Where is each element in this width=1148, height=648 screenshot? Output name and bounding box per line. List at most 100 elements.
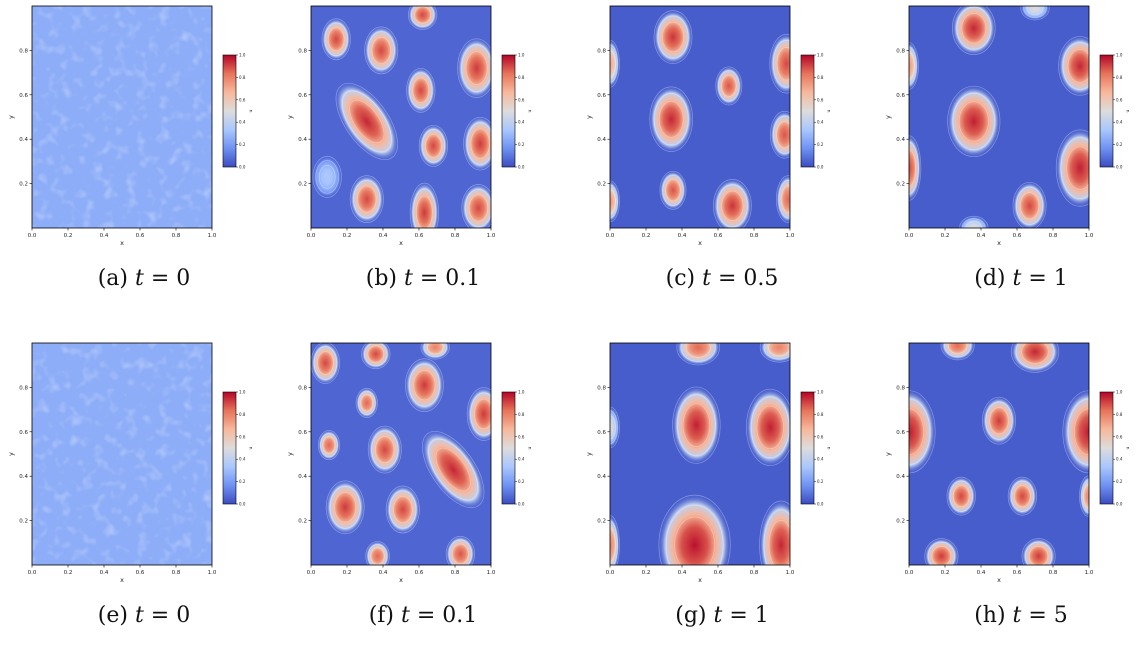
panel-7-axes-frame	[609, 342, 791, 566]
panel-3-blob-3	[610, 39, 620, 88]
panel-1-cbar-tick-label-1: 0.2	[239, 142, 246, 147]
panel-2-blob-11	[409, 182, 440, 228]
panel-1-xtick-label-5: 1.0	[208, 233, 217, 239]
panel-4-xtick-label-3: 0.6	[1013, 233, 1022, 239]
panel-7: 0.0 0.2 0.4 0.6 0.8 1.0 0.2 0.4 0.6 0.8 x y 0.0 0.2 0.…	[582, 337, 862, 628]
panel-7-caption-equals: =	[722, 603, 755, 628]
panel-4-caption-variable: t	[1012, 266, 1022, 291]
panel-2-blob-9	[312, 155, 342, 198]
panel-4-blob-2	[1020, 6, 1050, 21]
panel-2-xtick-label-0: 0.0	[307, 233, 316, 239]
panel-3-colorbar-label: u	[827, 109, 832, 112]
panel-3-xtick-label-3: 0.6	[714, 233, 723, 239]
panel-2-cbar-tick-label-1: 0.2	[518, 142, 525, 147]
panel-3-chart-svg: 0.0 0.2 0.4 0.6 0.8 1.0 0.2 0.4 0.6 0.8 x y 0.0 0.2 0.…	[585, 5, 832, 247]
panel-4-blob-8	[1012, 181, 1047, 228]
panel-3-blob-10	[775, 175, 790, 224]
panel-8-caption-equals: =	[1021, 603, 1054, 628]
panel-6: 0.0 0.2 0.4 0.6 0.8 1.0 0.2 0.4 0.6 0.8 x y 0.0 0.2 0.…	[283, 337, 563, 628]
panel-6-xtick-label-1: 0.2	[343, 570, 352, 576]
panel-8-chart-svg: 0.0 0.2 0.4 0.6 0.8 1.0 0.2 0.4 0.6 0.8 x y 0.0 0.2 0.…	[884, 342, 1131, 584]
panel-1-xtick-label-0: 0.0	[28, 233, 37, 239]
panel-7-caption-letter: (g)	[675, 603, 714, 628]
panel-1-axes-frame	[31, 5, 213, 229]
panel-5-caption-time-value: 0	[176, 603, 191, 628]
panel-7-xtick-label-4: 0.8	[750, 570, 759, 576]
panel-3-blob-4	[715, 66, 743, 106]
panel-2-colorbar	[501, 54, 516, 168]
panel-2-ytick-label-3: 0.8	[298, 48, 307, 54]
panel-3-axes-frame	[609, 5, 791, 229]
panel-1-cbar-tick-label-4: 0.8	[239, 75, 246, 80]
panel-5-axes-frame	[31, 342, 213, 566]
panel-3-blob-5	[649, 86, 694, 153]
panel-5-cbar-tick-label-5: 1.0	[239, 390, 246, 395]
panel-6-axes-frame	[310, 342, 492, 566]
panel-8-field-background	[909, 343, 1089, 565]
panel-7-blob-4	[745, 388, 790, 467]
panel-4-plot-area	[909, 6, 1089, 228]
panel-8-cbar-tick-label-5: 1.0	[1116, 390, 1123, 395]
panel-7-caption-variable: t	[713, 603, 723, 628]
panel-2-blob-5	[406, 67, 436, 113]
panel-8-blob-3	[909, 389, 936, 474]
panel-8-blob-9	[924, 538, 959, 565]
panel-6-xtick-label-3: 0.6	[415, 570, 424, 576]
panel-2-caption-equals: =	[412, 266, 446, 291]
panel-8-blob-7	[1007, 476, 1038, 516]
panel-5-caption-variable: t	[134, 603, 144, 628]
panel-1-caption-variable: t	[135, 266, 144, 291]
panel-3-blob-7	[659, 170, 687, 210]
panel-4-colorbar-label: u	[1126, 109, 1131, 112]
panel-2-xtick-label-2: 0.4	[379, 233, 388, 239]
panel-8-ytick-label-3: 0.8	[896, 385, 905, 391]
panel-5-colorbar	[222, 391, 237, 505]
panel-6-xtick-label-0: 0.0	[307, 570, 316, 576]
panel-3: 0.0 0.2 0.4 0.6 0.8 1.0 0.2 0.4 0.6 0.8 x y 0.0 0.2 0.…	[582, 0, 862, 291]
panel-4-caption-time-value: 1	[1053, 266, 1068, 291]
panel-7-cbar-tick-label-2: 0.4	[817, 457, 824, 462]
panel-7-cbar-tick-label-1: 0.2	[817, 479, 824, 484]
panel-4-xtick-label-1: 0.2	[941, 233, 950, 239]
panel-1-ytick-label-0: 0.2	[19, 182, 28, 188]
panel-2-chart-svg: 0.0 0.2 0.4 0.6 0.8 1.0 0.2 0.4 0.6 0.8 x y 0.0 0.2 0.…	[286, 5, 533, 247]
panel-2-plot-area	[311, 6, 491, 228]
panel-7-cbar-tick-label-5: 1.0	[817, 390, 824, 395]
panel-3-xtick-label-1: 0.2	[642, 233, 651, 239]
panel-4-ytick-label-3: 0.8	[896, 48, 905, 54]
panel-3-blob-8	[712, 178, 752, 228]
panel-4-cbar-tick-label-3: 0.6	[1116, 97, 1123, 102]
panel-3-caption-letter: (c)	[665, 266, 703, 291]
panel-2-xtick-label-5: 1.0	[487, 233, 496, 239]
panel-3-colorbar	[800, 54, 815, 168]
panel-6-x-axis-label: x	[399, 576, 403, 584]
panel-2-y-axis-label: y	[286, 115, 294, 119]
panel-7-blob-6	[658, 494, 732, 565]
panel-5-colorbar-label: u	[249, 446, 254, 449]
panel-4-axes-frame	[908, 5, 1090, 229]
panel-6-xtick-label-2: 0.4	[379, 570, 388, 576]
panel-5-caption: (e) t = 0	[4, 603, 284, 628]
panel-2-axes-frame	[310, 5, 492, 229]
panel-8-blob-5	[981, 396, 1017, 445]
panel-4-ytick-label-2: 0.6	[896, 93, 905, 99]
panel-8: 0.0 0.2 0.4 0.6 0.8 1.0 0.2 0.4 0.6 0.8 x y 0.0 0.2 0.…	[881, 337, 1148, 628]
panel-3-blob-9	[610, 180, 620, 223]
panel-1-ytick-label-1: 0.4	[19, 137, 28, 143]
panel-3-ytick-label-1: 0.4	[597, 137, 606, 143]
panel-5-xtick-label-1: 0.2	[64, 570, 73, 576]
panel-6-blob-6	[466, 387, 491, 442]
panel-7-ytick-label-2: 0.6	[597, 430, 606, 436]
panel-3-cbar-tick-label-4: 0.8	[817, 75, 824, 80]
panel-5-cbar-tick-label-1: 0.2	[239, 479, 246, 484]
panel-4-colorbar	[1099, 54, 1114, 168]
panel-5: 0.0 0.2 0.4 0.6 0.8 1.0 0.2 0.4 0.6 0.8 x y 0.0 0.2 0.…	[4, 337, 284, 628]
panel-6-cbar-tick-label-5: 1.0	[518, 390, 525, 395]
panel-1-noise-texture	[32, 6, 212, 228]
panel-8-xtick-label-4: 0.8	[1049, 570, 1058, 576]
panel-8-y-axis-label: y	[884, 452, 892, 456]
panel-8-blob-6	[946, 476, 976, 516]
panel-2-ytick-label-0: 0.2	[298, 182, 307, 188]
panel-2-blob-10	[349, 175, 384, 224]
panel-1-chart-svg: 0.0 0.2 0.4 0.6 0.8 1.0 0.2 0.4 0.6 0.8 x y 0.0 0.2 0.…	[7, 5, 254, 247]
